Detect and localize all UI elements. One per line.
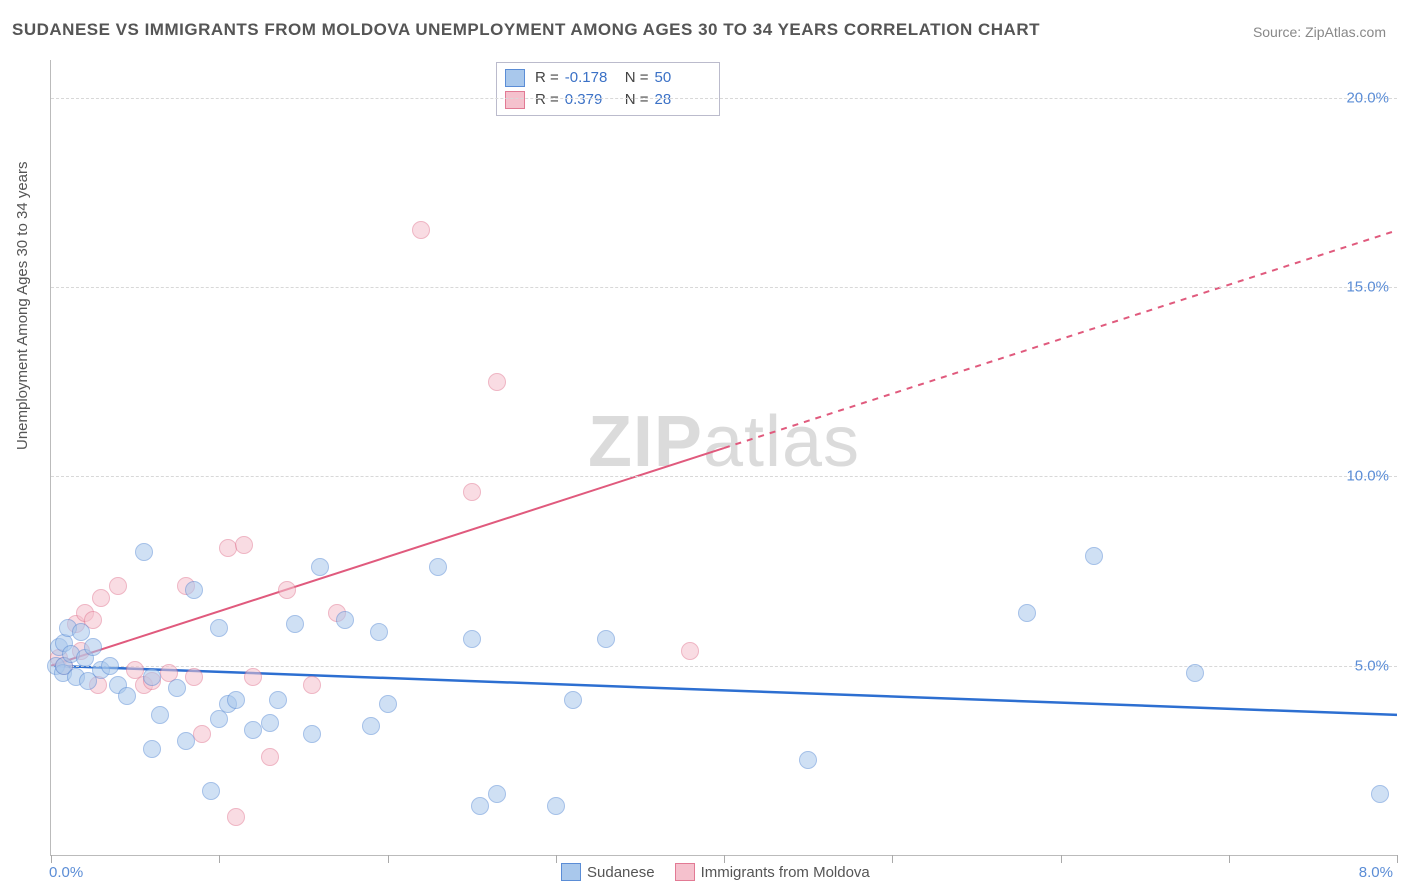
point-sudanese: [1371, 785, 1389, 803]
point-sudanese: [336, 611, 354, 629]
x-min-label: 0.0%: [49, 864, 83, 881]
stats-row-moldova: R = 0.379 N = 28: [505, 89, 709, 111]
point-sudanese: [135, 543, 153, 561]
x-max-label: 8.0%: [1359, 864, 1393, 881]
point-sudanese: [261, 714, 279, 732]
x-tick: [556, 855, 557, 863]
point-sudanese: [1085, 547, 1103, 565]
y-tick-label: 15.0%: [1346, 279, 1389, 296]
y-tick-label: 10.0%: [1346, 468, 1389, 485]
point-moldova: [193, 725, 211, 743]
legend-label-sudanese: Sudanese: [587, 864, 655, 881]
legend-item-moldova: Immigrants from Moldova: [675, 863, 870, 881]
x-tick: [1061, 855, 1062, 863]
point-sudanese: [177, 732, 195, 750]
point-sudanese: [118, 687, 136, 705]
stats-row-sudanese: R = -0.178 N = 50: [505, 67, 709, 89]
point-sudanese: [210, 619, 228, 637]
x-tick: [724, 855, 725, 863]
x-tick: [51, 855, 52, 863]
point-moldova: [227, 808, 245, 826]
point-moldova: [463, 483, 481, 501]
point-sudanese: [471, 797, 489, 815]
chart-title: SUDANESE VS IMMIGRANTS FROM MOLDOVA UNEM…: [12, 20, 1040, 40]
point-sudanese: [84, 638, 102, 656]
point-sudanese: [370, 623, 388, 641]
point-sudanese: [1018, 604, 1036, 622]
swatch-sudanese: [505, 69, 525, 87]
x-tick: [892, 855, 893, 863]
gridline: [51, 98, 1397, 99]
y-tick-label: 5.0%: [1355, 657, 1389, 674]
point-moldova: [244, 668, 262, 686]
point-sudanese: [463, 630, 481, 648]
point-sudanese: [362, 717, 380, 735]
swatch-moldova: [505, 91, 525, 109]
point-sudanese: [488, 785, 506, 803]
y-axis-title: Unemployment Among Ages 30 to 34 years: [14, 161, 31, 450]
stats-r-label: R =: [535, 67, 559, 89]
point-sudanese: [379, 695, 397, 713]
point-sudanese: [72, 623, 90, 641]
point-moldova: [303, 676, 321, 694]
point-sudanese: [168, 679, 186, 697]
point-moldova: [109, 577, 127, 595]
point-sudanese: [429, 558, 447, 576]
point-moldova: [488, 373, 506, 391]
point-moldova: [278, 581, 296, 599]
stats-box: R = -0.178 N = 50 R = 0.379 N = 28: [496, 62, 720, 116]
source-label: Source: ZipAtlas.com: [1253, 24, 1386, 40]
y-tick-label: 20.0%: [1346, 89, 1389, 106]
point-sudanese: [101, 657, 119, 675]
legend-bottom: Sudanese Immigrants from Moldova: [561, 863, 870, 881]
x-tick: [1229, 855, 1230, 863]
watermark: ZIPatlas: [588, 401, 860, 483]
gridline: [51, 287, 1397, 288]
point-sudanese: [151, 706, 169, 724]
point-sudanese: [564, 691, 582, 709]
point-sudanese: [1186, 664, 1204, 682]
point-sudanese: [799, 751, 817, 769]
point-moldova: [235, 536, 253, 554]
legend-item-sudanese: Sudanese: [561, 863, 655, 881]
point-sudanese: [143, 668, 161, 686]
point-moldova: [185, 668, 203, 686]
legend-label-moldova: Immigrants from Moldova: [701, 864, 870, 881]
point-moldova: [261, 748, 279, 766]
plot-area: ZIPatlas R = -0.178 N = 50 R = 0.379 N =…: [50, 60, 1397, 856]
point-sudanese: [202, 782, 220, 800]
point-moldova: [681, 642, 699, 660]
watermark-atlas: atlas: [703, 402, 860, 482]
point-sudanese: [185, 581, 203, 599]
point-sudanese: [303, 725, 321, 743]
x-tick: [388, 855, 389, 863]
point-sudanese: [597, 630, 615, 648]
stats-r-sudanese: -0.178: [565, 67, 619, 89]
point-moldova: [412, 221, 430, 239]
point-sudanese: [311, 558, 329, 576]
point-sudanese: [269, 691, 287, 709]
stats-n-moldova: 28: [655, 89, 709, 111]
stats-r-moldova: 0.379: [565, 89, 619, 111]
x-tick: [1397, 855, 1398, 863]
gridline: [51, 476, 1397, 477]
stats-n-label: N =: [625, 89, 649, 111]
stats-n-sudanese: 50: [655, 67, 709, 89]
point-sudanese: [227, 691, 245, 709]
x-tick: [219, 855, 220, 863]
point-sudanese: [547, 797, 565, 815]
stats-r-label: R =: [535, 89, 559, 111]
legend-swatch-sudanese: [561, 863, 581, 881]
point-sudanese: [286, 615, 304, 633]
watermark-zip: ZIP: [588, 402, 703, 482]
point-moldova: [92, 589, 110, 607]
point-sudanese: [244, 721, 262, 739]
legend-swatch-moldova: [675, 863, 695, 881]
point-moldova: [219, 539, 237, 557]
stats-n-label: N =: [625, 67, 649, 89]
point-sudanese: [143, 740, 161, 758]
